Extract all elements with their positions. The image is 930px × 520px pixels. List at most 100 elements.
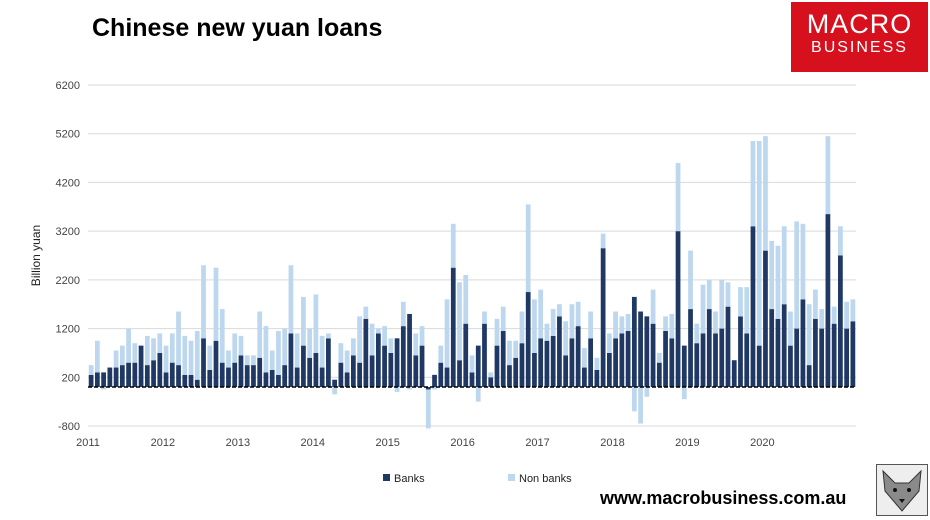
bar-banks xyxy=(157,352,163,388)
bar-banks xyxy=(169,362,175,388)
bar-banks xyxy=(819,328,825,388)
bar-banks xyxy=(207,369,213,388)
bar-non-banks xyxy=(363,306,369,319)
bar-non-banks xyxy=(407,387,412,390)
bar-non-banks xyxy=(157,333,163,353)
bar-banks xyxy=(550,335,556,388)
bar-non-banks xyxy=(650,289,656,324)
bar-banks xyxy=(201,338,206,388)
bar-non-banks xyxy=(763,136,768,251)
bar-non-banks xyxy=(213,267,219,341)
bar-non-banks xyxy=(631,387,637,412)
bar-banks xyxy=(288,333,294,388)
bar-banks xyxy=(232,362,238,388)
bar-banks xyxy=(631,296,637,388)
bar-banks xyxy=(669,338,675,388)
bar-non-banks xyxy=(182,335,188,375)
bar-non-banks xyxy=(706,279,712,310)
bar-banks xyxy=(656,362,662,388)
bar-banks xyxy=(244,365,250,388)
bar-non-banks xyxy=(382,326,387,346)
bar-banks xyxy=(600,248,606,388)
bar-non-banks xyxy=(469,355,475,373)
bar-non-banks xyxy=(344,350,350,373)
macrobusiness-logo: MACRO BUSINESS xyxy=(791,2,928,72)
bar-non-banks xyxy=(519,311,525,344)
bar-banks xyxy=(494,345,500,388)
bar-banks xyxy=(582,367,587,388)
bar-banks xyxy=(101,372,106,388)
bar-banks xyxy=(475,345,481,388)
bar-banks xyxy=(132,362,138,388)
bar-banks xyxy=(744,333,750,388)
bar-banks xyxy=(650,323,656,388)
bar-non-banks xyxy=(744,287,750,334)
bar-banks xyxy=(700,333,706,388)
bar-non-banks xyxy=(582,348,587,368)
bar-banks xyxy=(594,369,600,388)
bar-non-banks xyxy=(569,304,575,339)
bar-non-banks xyxy=(794,221,800,329)
bar-banks xyxy=(619,333,625,388)
y-axis-label: Billion yuan xyxy=(29,225,43,286)
bar-banks xyxy=(606,352,612,388)
bar-non-banks xyxy=(475,387,481,402)
bar-non-banks xyxy=(194,331,200,380)
bar-banks xyxy=(725,306,731,388)
bar-banks xyxy=(588,338,594,388)
x-tick-label: 2014 xyxy=(301,437,325,449)
bar-non-banks xyxy=(113,350,119,368)
x-tick-label: 2011 xyxy=(76,437,100,449)
bar-non-banks xyxy=(681,387,687,400)
bar-banks xyxy=(394,338,400,388)
bar-non-banks xyxy=(769,240,775,310)
bar-non-banks xyxy=(600,233,606,249)
bar-non-banks xyxy=(263,326,269,373)
bar-banks xyxy=(563,355,569,388)
bar-non-banks xyxy=(432,387,437,390)
bar-non-banks xyxy=(613,311,618,339)
bar-non-banks xyxy=(619,316,625,334)
bar-banks xyxy=(681,345,687,388)
bar-banks xyxy=(188,374,194,388)
bar-non-banks xyxy=(688,250,693,310)
bar-banks xyxy=(525,292,531,388)
legend-swatch xyxy=(508,474,515,481)
bar-non-banks xyxy=(369,323,375,356)
bar-non-banks xyxy=(326,333,331,339)
bar-banks xyxy=(226,367,231,388)
bar-banks xyxy=(107,367,113,388)
bar-banks xyxy=(625,331,631,388)
x-tick-label: 2015 xyxy=(375,437,399,449)
bar-non-banks xyxy=(663,316,668,332)
bar-non-banks xyxy=(532,299,537,353)
bar-banks xyxy=(769,309,775,388)
bar-banks xyxy=(794,328,800,388)
bar-banks xyxy=(738,316,743,388)
bar-banks xyxy=(344,372,350,388)
bar-banks xyxy=(488,377,494,388)
bar-non-banks xyxy=(244,355,250,366)
bar-banks xyxy=(544,340,550,388)
bar-banks xyxy=(781,304,787,388)
bar-non-banks xyxy=(544,323,550,341)
bar-non-banks xyxy=(507,340,512,366)
bar-non-banks xyxy=(844,301,850,329)
bar-banks xyxy=(788,345,793,388)
bar-banks xyxy=(176,365,181,388)
bar-non-banks xyxy=(463,274,469,324)
bar-non-banks xyxy=(232,333,238,363)
bar-non-banks xyxy=(119,345,125,366)
y-tick-label: 6200 xyxy=(56,80,80,92)
bar-non-banks xyxy=(132,343,138,363)
legend-label: Non banks xyxy=(519,473,572,485)
bar-banks xyxy=(413,355,419,388)
bar-non-banks xyxy=(538,289,544,339)
bar-non-banks xyxy=(644,387,650,397)
bar-banks xyxy=(213,340,219,388)
bar-non-banks xyxy=(88,365,94,375)
bar-banks xyxy=(444,367,450,388)
bar-non-banks xyxy=(438,345,444,363)
bar-non-banks xyxy=(457,282,462,361)
bar-non-banks xyxy=(781,226,787,305)
